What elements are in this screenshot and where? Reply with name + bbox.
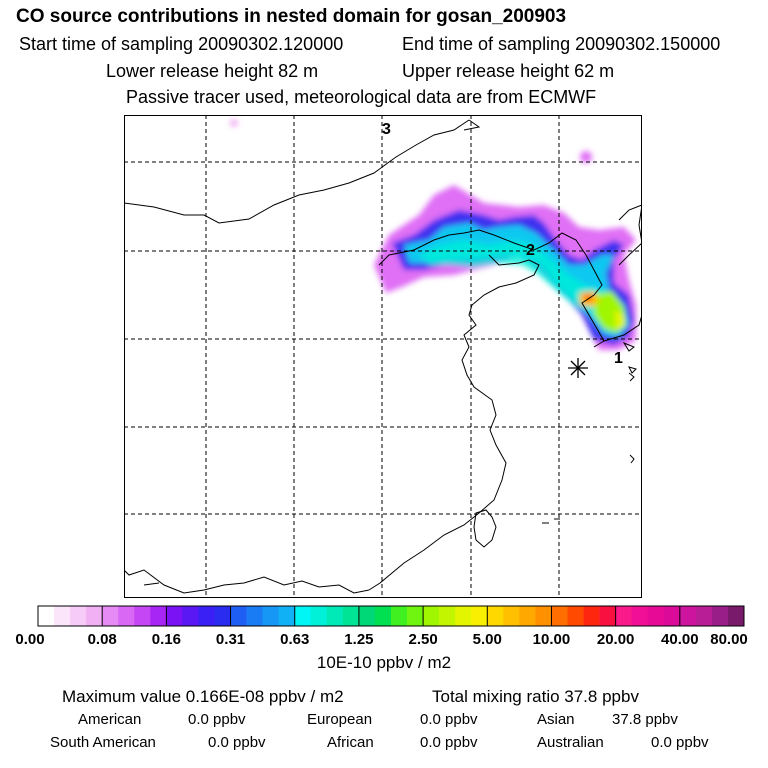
- colorbar-swatch: [166, 606, 183, 626]
- colorbar-swatch: [423, 606, 440, 626]
- colorbar-tick-label: 0.16: [151, 631, 181, 648]
- colorbar-swatch: [54, 606, 71, 626]
- colorbar-swatch: [567, 606, 584, 626]
- colorbar-swatch: [551, 606, 568, 626]
- end-time-label: End time of sampling 20090302.150000: [402, 34, 721, 54]
- colorbar-tick-label: 2.50: [408, 631, 438, 648]
- map-frame: [124, 115, 642, 598]
- colorbar-unit-label: 10E-10 ppbv / m2: [316, 653, 452, 672]
- colorbar-swatch: [102, 606, 119, 626]
- contribution-european-name: European: [307, 711, 373, 728]
- colorbar-swatch: [182, 606, 199, 626]
- colorbar-swatch: [487, 606, 504, 626]
- marker-2: 2: [526, 242, 535, 259]
- contribution-american-value: 0.0 ppbv: [188, 711, 246, 728]
- colorbar-swatch: [278, 606, 296, 626]
- colorbar-swatch: [342, 606, 360, 626]
- colorbar-swatch: [230, 606, 247, 626]
- colorbar-swatch: [262, 606, 279, 626]
- contribution-african-name: African: [327, 734, 374, 751]
- start-time-label: Start time of sampling 20090302.120000: [19, 34, 344, 54]
- colorbar-tick-label: 10.00: [532, 631, 571, 648]
- colorbar-swatch: [695, 606, 713, 626]
- colorbar-swatch: [198, 606, 215, 626]
- colorbar-swatch: [86, 606, 103, 626]
- lower-release-label: Lower release height 82 m: [106, 61, 319, 81]
- colorbar-swatch: [471, 606, 488, 626]
- contribution-asian-value: 37.8 ppbv: [612, 711, 678, 728]
- colorbar-tick-label: 80.00: [710, 631, 748, 648]
- colorbar-swatch: [535, 606, 552, 626]
- colorbar-swatch: [583, 606, 600, 626]
- tracer-note: Passive tracer used, meteorological data…: [126, 87, 597, 107]
- contribution-european-value: 0.0 ppbv: [420, 711, 478, 728]
- colorbar-swatch: [663, 606, 681, 626]
- colorbar-swatch: [294, 606, 312, 626]
- contribution-south-american-name: South American: [50, 734, 156, 751]
- contribution-australian-value: 0.0 ppbv: [651, 734, 709, 751]
- colorbar-swatch: [150, 606, 167, 626]
- colorbar-frame: [37, 605, 745, 627]
- colorbar-swatch: [246, 606, 263, 626]
- colorbar: [37, 605, 745, 627]
- colorbar-swatch: [326, 606, 344, 626]
- colorbar-tick-label: 1.25: [344, 631, 374, 648]
- colorbar-swatch: [727, 606, 745, 626]
- coastlines: [124, 119, 642, 594]
- colorbar-swatch: [391, 606, 408, 626]
- colorbar-tick-label: 20.00: [596, 631, 635, 648]
- contribution-south-american-value: 0.0 ppbv: [208, 734, 266, 751]
- colorbar-tick-label: 0.63: [280, 631, 310, 648]
- colorbar-swatch: [647, 606, 665, 626]
- contribution-american-name: American: [78, 711, 142, 728]
- colorbar-swatch: [38, 606, 55, 626]
- colorbar-swatch: [374, 606, 392, 626]
- colorbar-swatch: [503, 606, 520, 626]
- colorbar-swatch: [407, 606, 424, 626]
- colorbar-tick-label: 40.00: [661, 631, 699, 648]
- colorbar-swatch: [214, 606, 231, 626]
- colorbar-swatch: [439, 606, 456, 626]
- colorbar-swatch: [118, 606, 135, 626]
- colorbar-swatch: [599, 606, 616, 626]
- colorbar-tick-label: 0.08: [87, 631, 117, 648]
- upper-release-label: Upper release height 62 m: [402, 61, 615, 81]
- colorbar-swatch: [70, 606, 87, 626]
- colorbar-tick-label: 0.31: [215, 631, 246, 648]
- colorbar-swatch: [631, 606, 649, 626]
- total-mixing-ratio-label: Total mixing ratio 37.8 ppbv: [432, 687, 639, 706]
- contribution-african-value: 0.0 ppbv: [420, 734, 478, 751]
- colorbar-swatch: [519, 606, 536, 626]
- colorbar-swatch: [679, 606, 697, 626]
- colorbar-swatch: [711, 606, 729, 626]
- receptor-asterisk-icon: [568, 358, 588, 378]
- concentration-plume: [230, 119, 636, 350]
- contribution-asian-name: Asian: [537, 711, 575, 728]
- colorbar-swatch: [134, 606, 151, 626]
- marker-1: 1: [614, 350, 623, 367]
- colorbar-swatch: [615, 606, 632, 626]
- map-panel: 1 2 3: [124, 115, 642, 598]
- colorbar-swatch: [310, 606, 328, 626]
- colorbar-tick-label: 5.00: [472, 631, 502, 648]
- colorbar-swatch: [358, 606, 376, 626]
- colorbar-tick-label: 0.00: [15, 631, 45, 648]
- chart-title: CO source contributions in nested domain…: [16, 6, 567, 27]
- contribution-australian-name: Australian: [537, 734, 604, 751]
- colorbar-swatch: [455, 606, 472, 626]
- maximum-value-label: Maximum value 0.166E-08 ppbv / m2: [62, 687, 344, 706]
- lat-lon-grid: [124, 115, 642, 598]
- marker-3: 3: [382, 121, 391, 138]
